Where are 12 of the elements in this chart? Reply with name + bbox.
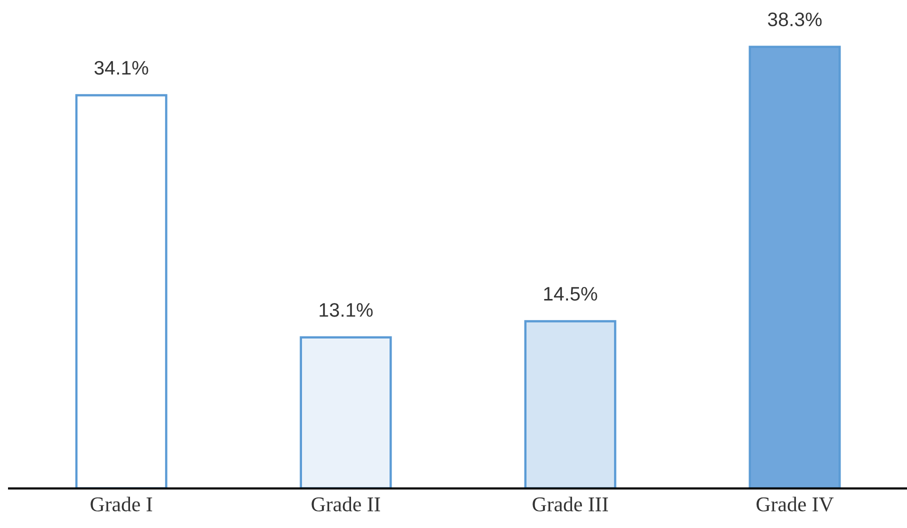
x-tick-label: Grade II <box>312 496 380 512</box>
x-tick-label: Grade III <box>532 496 608 512</box>
data-label: 38.3% <box>768 12 822 26</box>
bar <box>748 46 841 488</box>
x-tick-label: Grade I <box>90 496 152 512</box>
data-label: 14.5% <box>544 287 598 301</box>
bar <box>300 336 392 488</box>
data-label: 13.1% <box>320 303 373 317</box>
x-tick-label: Grade IV <box>756 496 834 512</box>
data-label: 34.1% <box>94 60 148 75</box>
bar <box>524 320 616 488</box>
bar <box>75 94 168 488</box>
